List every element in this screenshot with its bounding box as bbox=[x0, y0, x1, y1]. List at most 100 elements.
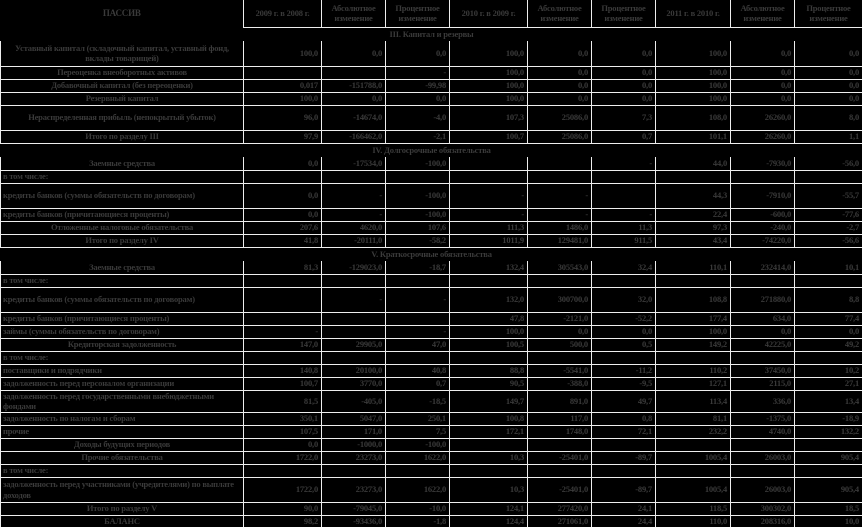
value-cell bbox=[449, 157, 528, 171]
value-cell bbox=[243, 351, 322, 365]
value-cell: 171,0 bbox=[321, 425, 386, 439]
value-cell bbox=[385, 312, 450, 326]
value-cell bbox=[449, 170, 528, 184]
value-cell: 147,0 bbox=[243, 338, 322, 352]
value-cell: 97,3 bbox=[655, 221, 731, 235]
value-cell: - bbox=[449, 183, 528, 209]
value-cell bbox=[385, 351, 450, 365]
table-row: в том числе: bbox=[0, 464, 862, 478]
value-cell: 271061,0 bbox=[527, 515, 592, 527]
value-cell: 24,4 bbox=[591, 515, 656, 527]
value-cell: 47,8 bbox=[449, 312, 528, 326]
value-cell: 100,0 bbox=[655, 41, 731, 67]
value-cell: 110,2 bbox=[655, 364, 731, 378]
value-cell: 271880,0 bbox=[730, 287, 795, 313]
value-cell: 300302,0 bbox=[730, 502, 795, 516]
column-header: 2010 г. в 2009 г. bbox=[449, 0, 528, 28]
value-cell: 100,0 bbox=[655, 79, 731, 93]
value-cell: -18,7 bbox=[385, 261, 450, 275]
value-cell: 0,0 bbox=[794, 325, 862, 339]
value-cell: 5047,0 bbox=[321, 412, 386, 426]
value-cell bbox=[449, 438, 528, 452]
value-cell: - bbox=[385, 325, 450, 339]
value-cell bbox=[243, 464, 322, 478]
value-cell: 107,3 bbox=[449, 105, 528, 131]
table-row: Заемные средства 0,0 -17534,0 -100,0 -44,0 -7… bbox=[0, 157, 862, 171]
column-header: Абсолютное изменение bbox=[527, 0, 592, 28]
value-cell: 0,0 bbox=[794, 41, 862, 67]
value-cell: - bbox=[321, 287, 386, 313]
value-cell: 100,7 bbox=[449, 130, 528, 144]
column-header: Процентное изменение bbox=[385, 0, 450, 28]
table-row: в том числе: bbox=[0, 170, 862, 184]
value-cell bbox=[449, 274, 528, 288]
value-cell: 26260,0 bbox=[730, 105, 795, 131]
value-cell: 127,1 bbox=[655, 377, 731, 391]
table-header-row: ПАССИВ 2009 г. в 2008 г. Абсолютное измене… bbox=[1, 0, 862, 28]
value-cell: 41,8 bbox=[243, 234, 322, 248]
table-row: Переоценка внеоборотных активов -100,0 0,0… bbox=[0, 66, 862, 80]
value-cell: 905,4 bbox=[794, 451, 862, 465]
value-cell bbox=[321, 66, 386, 80]
value-cell: -56,6 bbox=[794, 234, 862, 248]
section-label: V. Краткосрочные обязательства bbox=[371, 249, 492, 259]
value-cell: 300700,0 bbox=[527, 287, 592, 313]
table-row: в том числе: bbox=[0, 351, 862, 365]
value-cell: - bbox=[527, 208, 592, 222]
value-cell: 32,4 bbox=[591, 261, 656, 275]
value-cell bbox=[655, 274, 731, 288]
value-cell: -10,0 bbox=[385, 502, 450, 516]
value-cell: 25086,0 bbox=[527, 130, 592, 144]
value-cell: - bbox=[527, 183, 592, 209]
value-cell: 140,8 bbox=[243, 364, 322, 378]
value-cell: 10,3 bbox=[449, 451, 528, 465]
value-cell: 90,5 bbox=[449, 377, 528, 391]
value-cell: -89,7 bbox=[591, 477, 656, 503]
value-cell: -4,0 bbox=[385, 105, 450, 131]
value-cell: -166462,0 bbox=[321, 130, 386, 144]
value-cell: 26003,0 bbox=[730, 451, 795, 465]
value-cell: 1011,9 bbox=[449, 234, 528, 248]
row-label-cell: Уставный капитал (складочный капитал, ус… bbox=[0, 41, 244, 67]
row-label-cell: в том числе: bbox=[0, 464, 244, 478]
row-label-cell: Прочие обязательства bbox=[0, 451, 244, 465]
value-cell: 100,0 bbox=[449, 79, 528, 93]
value-cell: 1622,0 bbox=[385, 451, 450, 465]
section-row: IV. Долгосрочные обязательства bbox=[1, 143, 862, 157]
value-cell: 0,5 bbox=[591, 338, 656, 352]
row-label-cell: в том числе: bbox=[0, 170, 244, 184]
value-cell: -100,0 bbox=[385, 183, 450, 209]
value-cell: 0,0 bbox=[321, 92, 386, 106]
value-cell: -2121,0 bbox=[527, 312, 592, 326]
value-cell: 118,5 bbox=[655, 502, 731, 516]
table-row: БАЛАНС 98,2 -93436,0 -1,8 124,4 271061,0 24,4 1… bbox=[0, 515, 862, 527]
value-cell: 149,2 bbox=[655, 338, 731, 352]
value-cell: 0,0 bbox=[527, 66, 592, 80]
table-row: кредиты банков (суммы обязательств по до… bbox=[0, 287, 862, 313]
value-cell: -100,0 bbox=[385, 438, 450, 452]
row-label-cell: Кредиторская задолженность bbox=[0, 338, 244, 352]
value-cell: 96,0 bbox=[243, 105, 322, 131]
value-cell: 100,0 bbox=[655, 325, 731, 339]
value-cell bbox=[794, 351, 862, 365]
value-cell: 0,7 bbox=[385, 377, 450, 391]
table-row: кредиты банков (причитающиеся проценты) 4… bbox=[0, 312, 862, 326]
value-cell: -1375,0 bbox=[730, 412, 795, 426]
row-label-cell: Резервный капитал bbox=[0, 92, 244, 106]
table-row: Кредиторская задолженность 147,0 29905,0 47… bbox=[0, 338, 862, 352]
value-cell: -11,2 bbox=[591, 364, 656, 378]
value-cell: 3770,0 bbox=[321, 377, 386, 391]
value-cell bbox=[730, 274, 795, 288]
value-cell: 32,0 bbox=[591, 287, 656, 313]
value-cell: 350,1 bbox=[243, 412, 322, 426]
value-cell: 4740,0 bbox=[730, 425, 795, 439]
table-row: задолженность по налогам и сборам 350,1 50… bbox=[0, 412, 862, 426]
value-cell: 336,0 bbox=[730, 390, 795, 413]
value-cell: 77,4 bbox=[794, 312, 862, 326]
value-cell bbox=[794, 274, 862, 288]
value-cell bbox=[385, 170, 450, 184]
value-cell: 132,2 bbox=[794, 425, 862, 439]
value-cell: 10,0 bbox=[794, 515, 862, 527]
value-cell: 0,0 bbox=[527, 325, 592, 339]
value-cell: 40,8 bbox=[385, 364, 450, 378]
